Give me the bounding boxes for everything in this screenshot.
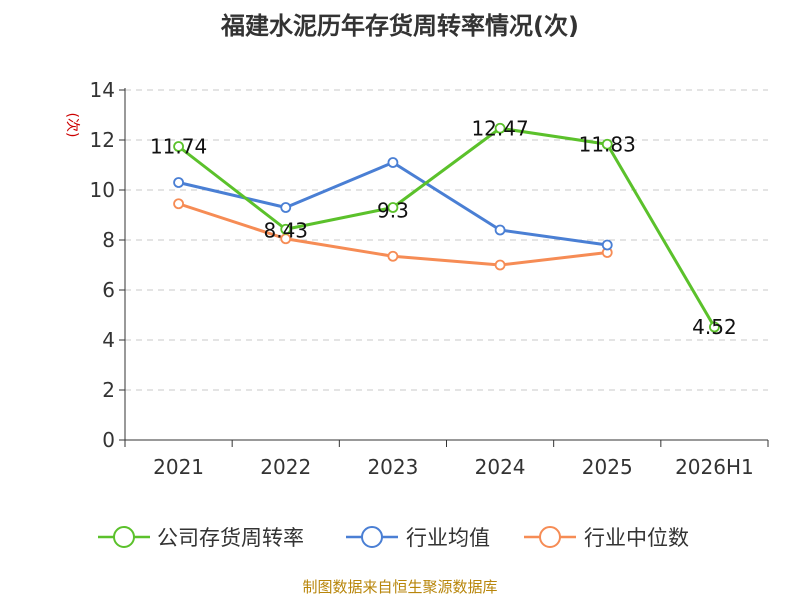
legend-label: 公司存货周转率 xyxy=(157,526,304,550)
y-tick-label: 2 xyxy=(102,378,115,402)
legend-label: 行业均值 xyxy=(406,526,490,550)
data-label: 9.3 xyxy=(377,199,409,223)
x-tick-label: 2022 xyxy=(260,455,311,479)
x-tick-label: 2021 xyxy=(153,455,204,479)
data-point xyxy=(173,141,184,152)
source-note: 制图数据来自恒生聚源数据库 xyxy=(302,578,497,596)
y-tick-label: 6 xyxy=(102,278,115,302)
data-point xyxy=(494,122,506,134)
data-point xyxy=(601,138,613,150)
y-axis-unit: (次) xyxy=(64,113,80,138)
data-point xyxy=(173,177,184,188)
legend-label: 行业中位数 xyxy=(584,526,689,550)
data-label: 11.74 xyxy=(150,135,207,159)
y-tick-label: 8 xyxy=(102,228,115,252)
axes: 0 2 4 6 8 10 12 14 2021 2022 2023 2024 2025 2026H1 xyxy=(90,78,769,479)
data-point xyxy=(280,223,292,235)
data-point xyxy=(494,259,506,271)
data-point xyxy=(494,224,506,236)
data-point xyxy=(709,321,720,333)
data-labels: 11.74 8.43 9.3 12.47 11.83 4.52 xyxy=(150,116,737,339)
data-label: 12.47 xyxy=(471,116,528,140)
series-layer xyxy=(173,122,720,333)
data-label: 4.52 xyxy=(692,315,737,339)
series-line xyxy=(177,126,716,328)
data-point xyxy=(387,250,399,262)
y-tick-label: 14 xyxy=(90,78,115,102)
x-tick-label: 2024 xyxy=(475,455,526,479)
data-point xyxy=(280,202,292,213)
legend-swatch-marker xyxy=(113,526,135,548)
y-tick-label: 4 xyxy=(102,328,115,352)
data-point xyxy=(173,198,184,210)
x-tick-label: 2026H1 xyxy=(675,455,754,479)
data-point xyxy=(601,239,613,251)
grid-lines xyxy=(125,89,768,391)
legend: 公司存货周转率 行业均值 行业中位数 xyxy=(98,526,689,550)
data-label: 11.83 xyxy=(579,132,636,156)
legend-swatch-marker xyxy=(539,526,561,548)
y-tick-label: 12 xyxy=(90,128,115,152)
data-point xyxy=(387,202,399,213)
x-tick-label: 2023 xyxy=(367,455,418,479)
x-tick-label: 2025 xyxy=(582,455,633,479)
data-label: 8.43 xyxy=(263,218,308,242)
legend-swatch-marker xyxy=(361,526,383,548)
data-point xyxy=(387,157,399,168)
y-tick-label: 0 xyxy=(102,428,115,452)
y-tick-label: 10 xyxy=(90,178,115,202)
chart-title: 福建水泥历年存货周转率情况(次) xyxy=(220,12,579,40)
